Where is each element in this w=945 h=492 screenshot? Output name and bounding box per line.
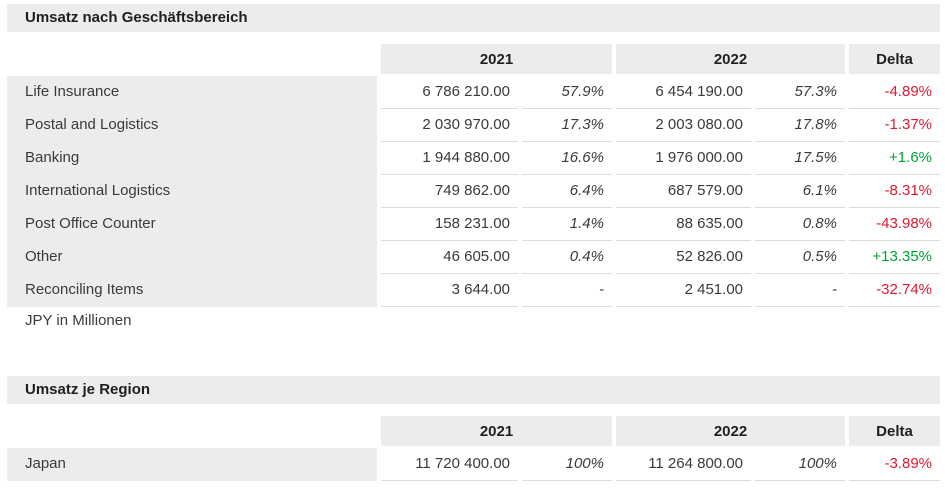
pct-2021: -: [522, 274, 612, 307]
row-label: Banking: [7, 142, 377, 175]
row-label: Reconciling Items: [7, 274, 377, 307]
value-2022: 88 635.00: [616, 208, 751, 241]
delta-value: -3.89%: [849, 448, 940, 481]
delta-value: -32.74%: [849, 274, 940, 307]
value-2021: 6 786 210.00: [381, 76, 518, 109]
row-label: Japan: [7, 448, 377, 481]
column-header-2022: 2022: [616, 44, 845, 76]
value-2022: 52 826.00: [616, 241, 751, 274]
pct-2022: -: [755, 274, 845, 307]
table-geschaeftsbereich: 2021 2022 Delta Life Insurance 6 786 210…: [7, 44, 940, 307]
value-2021: 11 720 400.00: [381, 448, 518, 481]
header-spacer: [7, 416, 377, 448]
pct-2021: 16.6%: [522, 142, 612, 175]
row-label: Post Office Counter: [7, 208, 377, 241]
row-label: Other: [7, 241, 377, 274]
value-2021: 46 605.00: [381, 241, 518, 274]
pct-2021: 6.4%: [522, 175, 612, 208]
delta-value: -43.98%: [849, 208, 940, 241]
pct-2021: 57.9%: [522, 76, 612, 109]
value-2022: 1 976 000.00: [616, 142, 751, 175]
value-2021: 3 644.00: [381, 274, 518, 307]
value-2022: 2 003 080.00: [616, 109, 751, 142]
pct-2021: 0.4%: [522, 241, 612, 274]
value-2022: 11 264 800.00: [616, 448, 751, 481]
pct-2021: 1.4%: [522, 208, 612, 241]
value-2022: 6 454 190.00: [616, 76, 751, 109]
delta-value: +1.6%: [849, 142, 940, 175]
table-region: 2021 2022 Delta Japan 11 720 400.00 100%…: [7, 416, 940, 481]
value-2021: 2 030 970.00: [381, 109, 518, 142]
pct-2022: 6.1%: [755, 175, 845, 208]
pct-2022: 57.3%: [755, 76, 845, 109]
unit-footnote: JPY in Millionen: [25, 312, 132, 329]
row-label: Postal and Logistics: [7, 109, 377, 142]
delta-value: +13.35%: [849, 241, 940, 274]
section-title-geschaeftsbereich: Umsatz nach Geschäftsbereich: [7, 4, 940, 32]
column-header-delta: Delta: [849, 416, 940, 448]
value-2022: 2 451.00: [616, 274, 751, 307]
pct-2021: 100%: [522, 448, 612, 481]
delta-value: -4.89%: [849, 76, 940, 109]
pct-2022: 0.5%: [755, 241, 845, 274]
header-spacer: [7, 44, 377, 76]
column-header-2021: 2021: [381, 416, 612, 448]
row-label: International Logistics: [7, 175, 377, 208]
pct-2022: 17.8%: [755, 109, 845, 142]
column-header-2021: 2021: [381, 44, 612, 76]
row-label: Life Insurance: [7, 76, 377, 109]
value-2022: 687 579.00: [616, 175, 751, 208]
delta-value: -8.31%: [849, 175, 940, 208]
column-header-delta: Delta: [849, 44, 940, 76]
value-2021: 1 944 880.00: [381, 142, 518, 175]
column-header-2022: 2022: [616, 416, 845, 448]
value-2021: 749 862.00: [381, 175, 518, 208]
value-2021: 158 231.00: [381, 208, 518, 241]
delta-value: -1.37%: [849, 109, 940, 142]
pct-2021: 17.3%: [522, 109, 612, 142]
section-title-region: Umsatz je Region: [7, 376, 940, 404]
pct-2022: 0.8%: [755, 208, 845, 241]
pct-2022: 17.5%: [755, 142, 845, 175]
pct-2022: 100%: [755, 448, 845, 481]
